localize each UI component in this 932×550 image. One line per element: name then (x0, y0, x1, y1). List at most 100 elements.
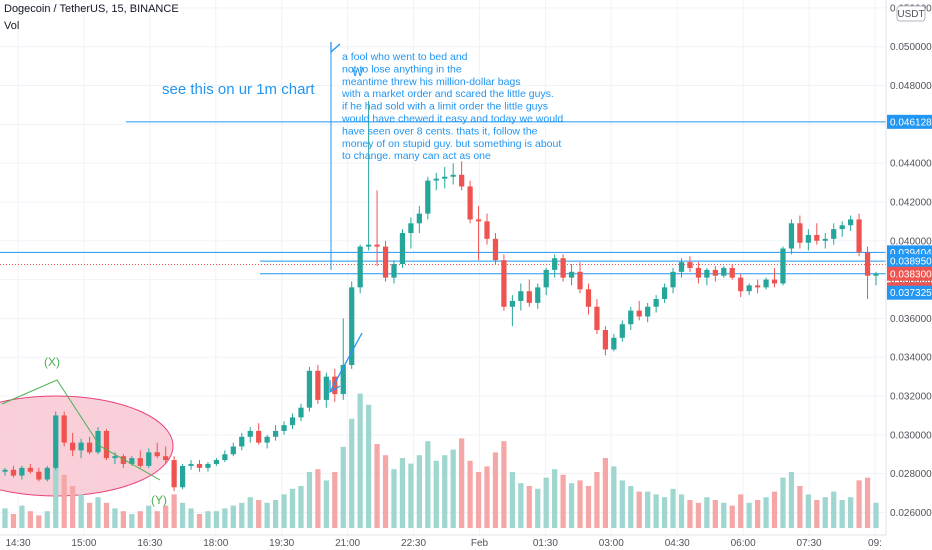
volume-bar (442, 455, 448, 528)
candle-body (112, 456, 118, 459)
candlesticks (2, 101, 879, 492)
candle-body (349, 287, 355, 365)
volume-bar (797, 486, 803, 528)
volume-bar (298, 486, 304, 528)
candle-body (19, 467, 25, 476)
volume-bar (780, 477, 786, 528)
candle-body (619, 324, 625, 338)
candle-body (475, 219, 482, 222)
volume-bar (754, 500, 761, 528)
candle-body (831, 229, 837, 239)
volume-bar (374, 444, 380, 528)
volume-bar (560, 474, 566, 528)
volume-bar (484, 466, 490, 528)
candle-body (754, 285, 761, 288)
volume-indicator-label[interactable]: Vol (4, 20, 20, 32)
candle-body (281, 425, 287, 431)
candle-body (661, 287, 668, 299)
candle-body (357, 246, 363, 288)
volume-bar (120, 511, 127, 528)
volume-bar (256, 500, 262, 528)
candle-body (746, 285, 752, 292)
candle-body (780, 248, 786, 284)
candle-body (408, 223, 414, 234)
time-tick-label: 06:00 (731, 538, 756, 549)
candle-body (230, 446, 236, 455)
candle-body (695, 267, 702, 278)
volume-bar (179, 502, 186, 528)
candle-body (839, 225, 845, 230)
price-tag-label: 0.0383003 (890, 269, 932, 280)
candle-body (95, 430, 101, 453)
time-tick-label: 22:30 (401, 538, 426, 549)
candle-body (805, 234, 811, 243)
candle-body (2, 469, 8, 472)
candle-body (103, 430, 110, 459)
candle-body (526, 291, 532, 303)
candle-body (416, 213, 422, 224)
candle-body (704, 269, 710, 278)
candle-body (560, 258, 566, 278)
time-tick-label: 18:00 (203, 538, 228, 549)
candle-body (340, 364, 346, 395)
candle-body (848, 219, 854, 226)
annotation-arrow-line (329, 332, 363, 393)
volume-bar (163, 505, 169, 528)
volume-bar (315, 469, 321, 528)
volume-bar (95, 497, 101, 528)
candle-body (315, 370, 321, 400)
volume-bar (856, 480, 862, 528)
candle-body (543, 269, 549, 288)
candle-body (552, 258, 558, 270)
time-tick-label: Feb (471, 538, 489, 549)
candle-body (222, 454, 228, 461)
candle-body (188, 463, 194, 466)
volume-bar (552, 469, 558, 528)
candle-body (171, 460, 177, 488)
candle-body (179, 465, 186, 488)
currency-badge[interactable]: USDT (896, 5, 926, 22)
volume-bar (704, 497, 710, 528)
volume-bar (712, 500, 718, 528)
note-annotation-line: a fool who went to bed and (342, 51, 468, 63)
volume-bar (365, 404, 372, 528)
wave-label-w: W (352, 65, 364, 79)
candle-body (10, 469, 17, 476)
candle-body (298, 407, 304, 418)
volume-bar (205, 511, 211, 528)
price-tag-bg (887, 114, 932, 129)
symbol-title[interactable]: Dogecoin / TetherUS, 15, BINANCE (4, 3, 179, 15)
candle-body (154, 452, 160, 457)
note-annotation-line: not to lose anything in the (342, 63, 462, 75)
candle-body (247, 430, 253, 437)
volume-bar (873, 502, 879, 528)
candle-body (628, 310, 634, 325)
candle-body (459, 174, 465, 187)
candle-body (484, 221, 490, 239)
candle-body (44, 467, 50, 480)
candle-body (645, 306, 651, 317)
candle-body (788, 223, 795, 249)
annotation-arrow-top (330, 42, 341, 54)
candle-body (864, 252, 871, 276)
price-tag-bg (887, 266, 932, 281)
volume-bar (518, 483, 524, 528)
candle-body (332, 376, 338, 395)
candle-body (264, 436, 270, 443)
candle-body (433, 178, 439, 181)
volume-bar (526, 486, 532, 528)
candle-body (687, 262, 693, 268)
volume-bar (661, 497, 668, 528)
price-tag-label: 0.0389503 (890, 257, 932, 268)
volume-bar (619, 480, 625, 528)
volume-bar (746, 502, 752, 528)
volume-bar (86, 502, 93, 528)
time-axis: 14:30 15:00 16:30 18:00 19:30 21:00 22:30 Feb 01… (5, 538, 881, 549)
time-tick-label: 21:00 (335, 538, 360, 549)
volume-bar (535, 488, 541, 528)
time-tick-label: 04:30 (665, 538, 690, 549)
volume-bar (839, 500, 845, 528)
